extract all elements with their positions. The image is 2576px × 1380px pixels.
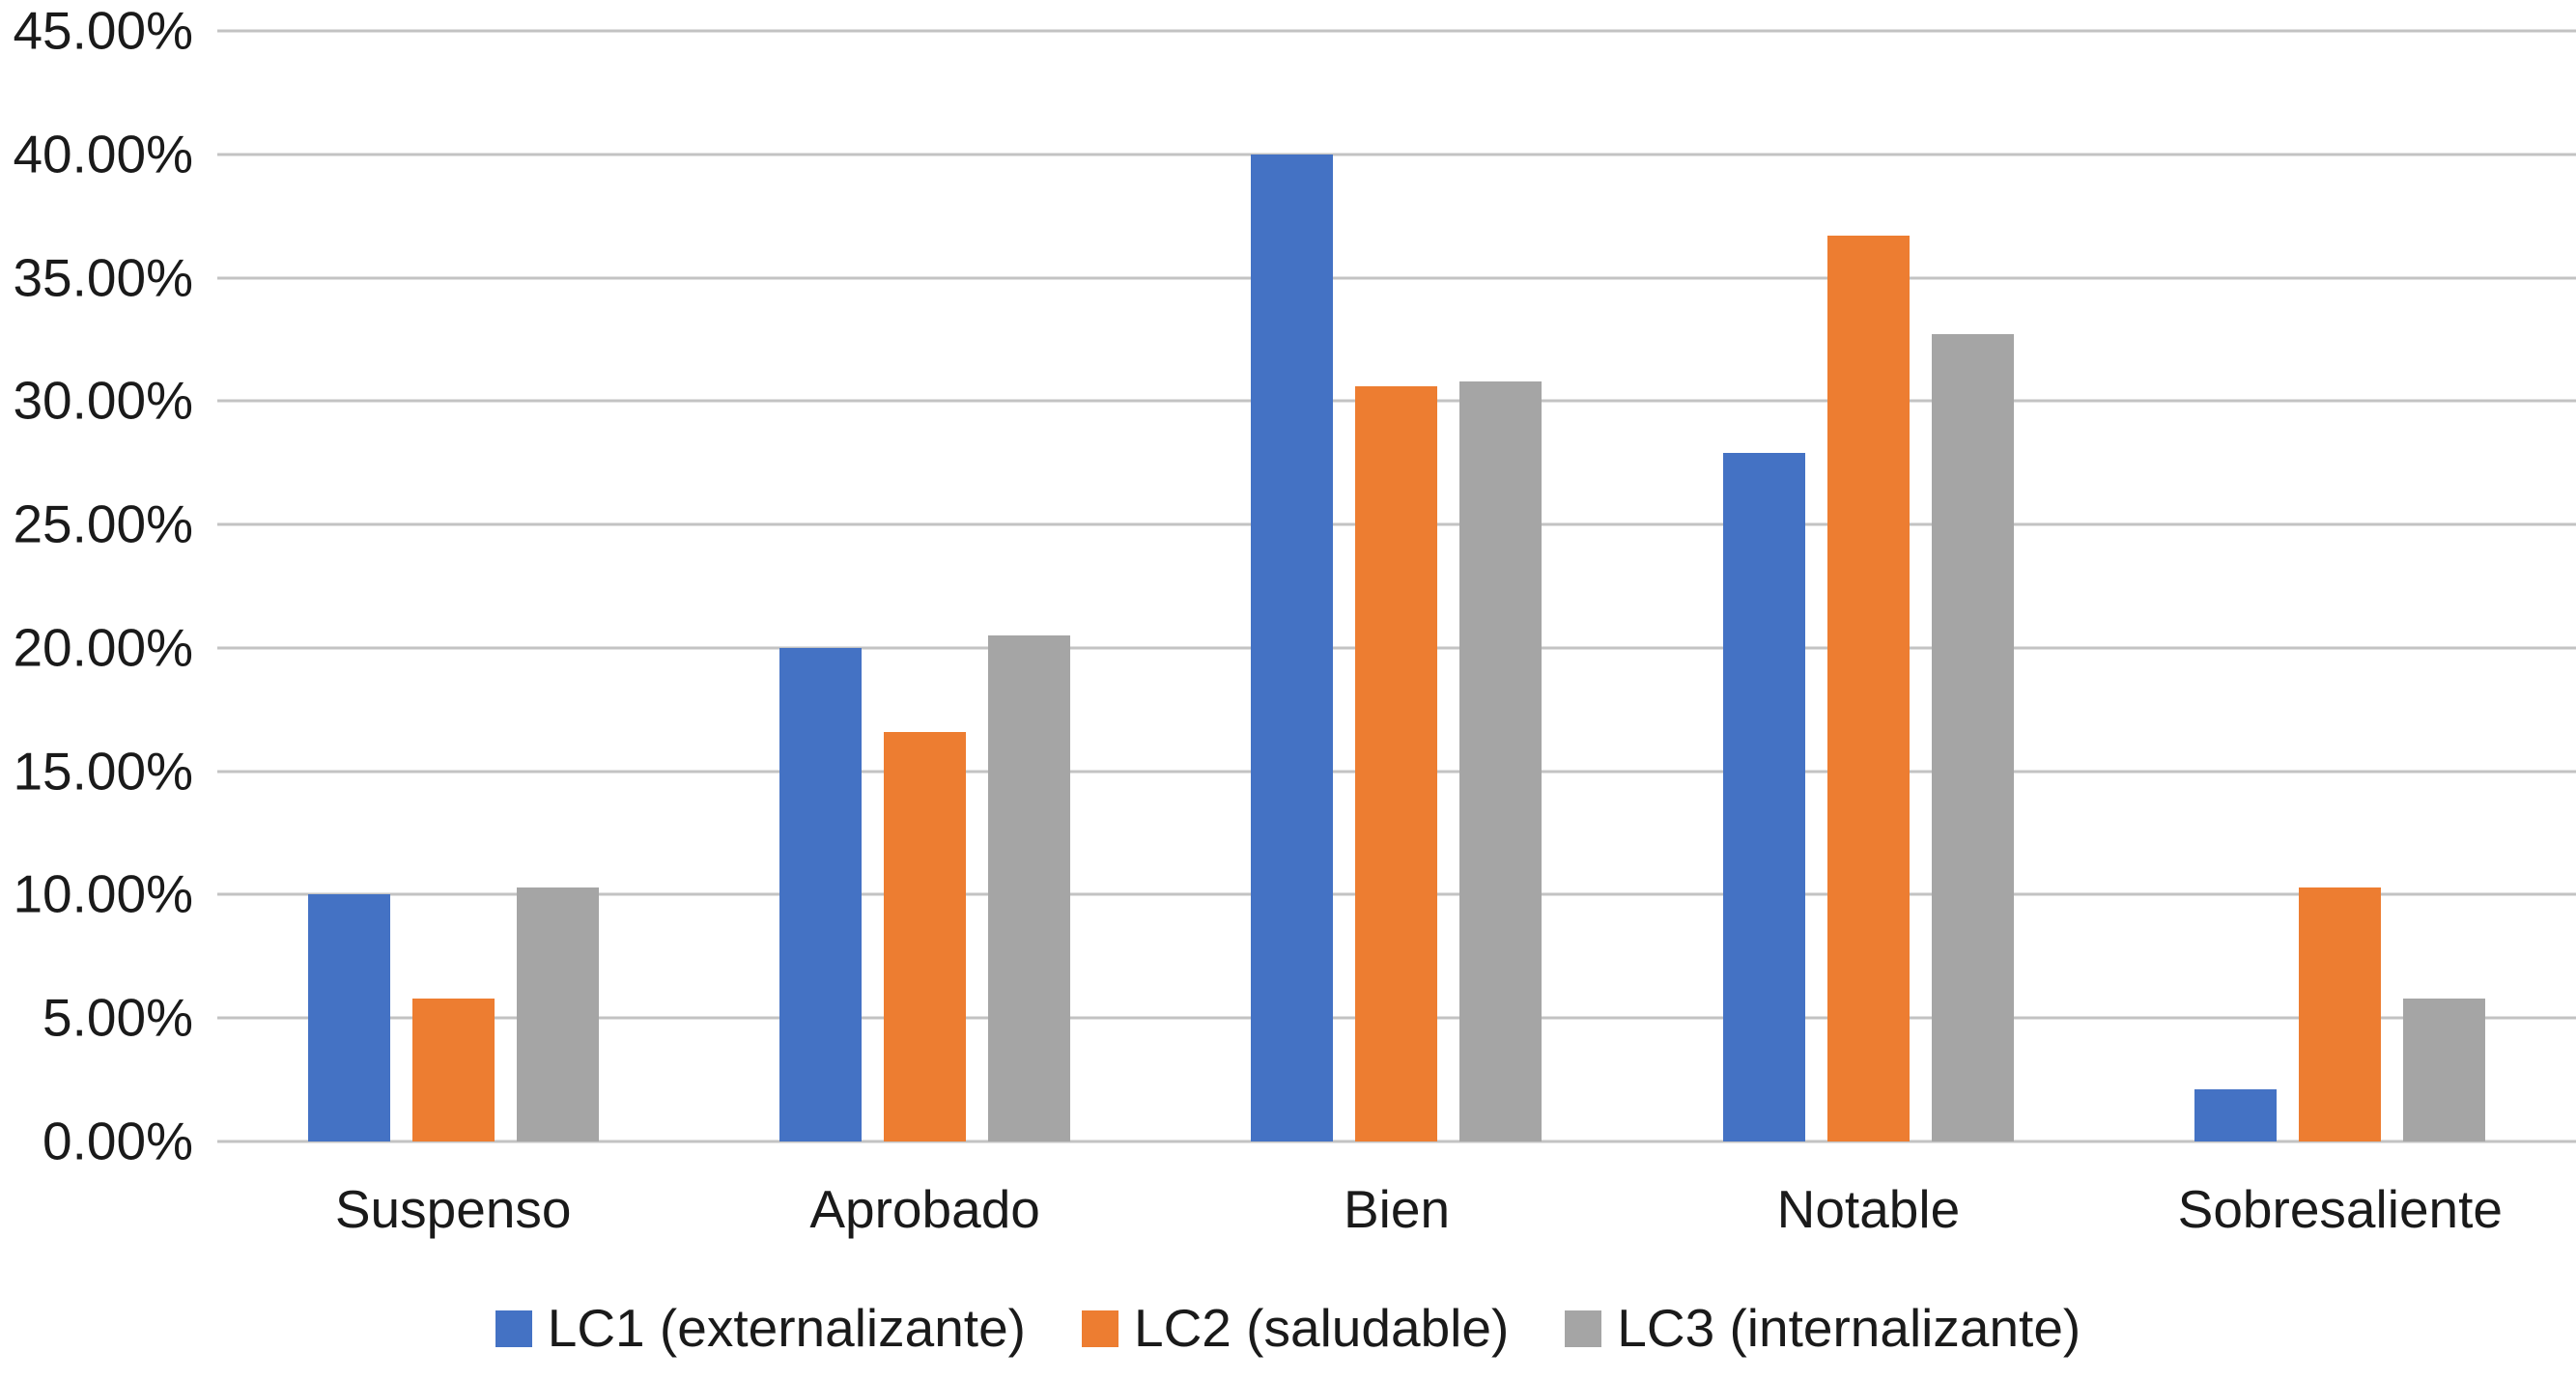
bar-lc2-aprobado xyxy=(884,731,967,1141)
x-category-label-bien: Bien xyxy=(1343,1179,1451,1239)
y-tick-label: 45.00% xyxy=(13,0,193,61)
legend-item-lc2: LC2 (saludable) xyxy=(1082,1302,1509,1355)
bar-lc1-suspenso xyxy=(307,894,390,1141)
y-tick-label: 20.00% xyxy=(13,617,193,678)
x-category-label-notable: Notable xyxy=(1776,1179,1961,1239)
legend-item-lc3: LC3 (internalizante) xyxy=(1565,1302,2081,1355)
x-category-label-aprobado: Aprobado xyxy=(809,1179,1040,1239)
bar-lc3-suspenso xyxy=(516,887,599,1141)
legend-label-lc3: LC3 (internalizante) xyxy=(1617,1298,2081,1358)
bar-lc1-sobresaliente xyxy=(2194,1089,2278,1141)
y-tick-label: 35.00% xyxy=(13,247,193,308)
bar-lc1-notable xyxy=(1722,453,1805,1141)
bar-lc1-aprobado xyxy=(779,647,863,1141)
legend-swatch-lc2 xyxy=(1082,1310,1118,1347)
y-tick-label: 40.00% xyxy=(13,124,193,184)
legend-item-lc1: LC1 (externalizante) xyxy=(495,1302,1026,1355)
bar-group-bien xyxy=(1161,31,1632,1141)
x-axis: Suspenso Aprobado Bien Notable Sobresaliente xyxy=(217,1180,2576,1239)
bar-lc3-aprobado xyxy=(988,635,1071,1141)
y-axis: 45.00% 40.00% 35.00% 30.00% 25.00% 20.00% 15.0… xyxy=(0,4,198,1168)
bar-lc3-sobresaliente xyxy=(2403,998,2486,1141)
gridline xyxy=(217,29,2576,33)
legend-swatch-lc3 xyxy=(1565,1310,1602,1347)
bar-lc3-notable xyxy=(1931,334,2014,1141)
x-category-label-sobresaliente: Sobresaliente xyxy=(2177,1179,2503,1239)
x-category-label-suspenso: Suspenso xyxy=(334,1179,572,1239)
bar-lc2-bien xyxy=(1355,386,1438,1141)
bar-lc2-notable xyxy=(1826,236,1910,1141)
gridline xyxy=(217,276,2576,280)
bar-lc2-sobresaliente xyxy=(2299,887,2382,1141)
legend-swatch-lc1 xyxy=(495,1310,532,1347)
bar-lc3-bien xyxy=(1459,380,1543,1141)
y-tick-label: 0.00% xyxy=(42,1111,193,1171)
y-tick-label: 15.00% xyxy=(13,741,193,802)
legend-label-lc1: LC1 (externalizante) xyxy=(547,1298,1026,1358)
bar-group-aprobado xyxy=(689,31,1160,1141)
plot-area xyxy=(217,29,2576,1143)
y-tick-label: 30.00% xyxy=(13,370,193,431)
y-tick-label: 10.00% xyxy=(13,863,193,924)
bar-lc1-bien xyxy=(1251,154,1334,1141)
legend-label-lc2: LC2 (saludable) xyxy=(1134,1298,1510,1358)
gridline xyxy=(217,1140,2576,1143)
y-tick-label: 5.00% xyxy=(42,987,193,1048)
bar-group-suspenso xyxy=(217,31,689,1141)
bar-lc2-suspenso xyxy=(411,998,495,1141)
bar-group-notable xyxy=(1632,31,2104,1141)
bar-group-sobresaliente xyxy=(2105,31,2576,1141)
y-tick-label: 25.00% xyxy=(13,493,193,554)
gridline xyxy=(217,153,2576,156)
legend: LC1 (externalizante) LC2 (saludable) LC3 (… xyxy=(0,1302,2576,1355)
